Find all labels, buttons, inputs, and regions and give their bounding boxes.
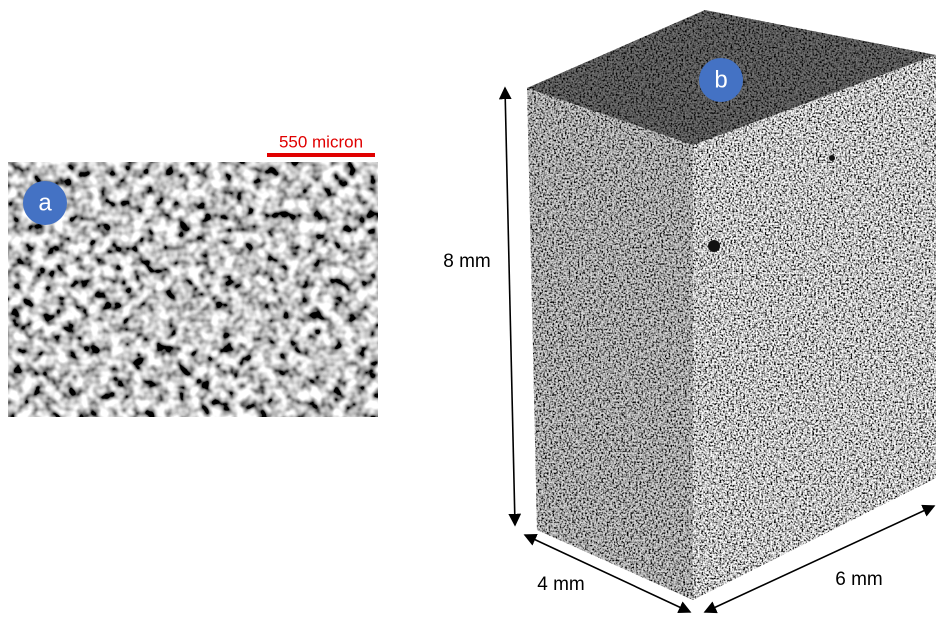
panel-b: b 8 mm 4 mm 6 mm [443,5,936,612]
scale-bar-label: 550 micron [279,132,363,151]
panel-a: 550 micron a [8,132,378,417]
panel-label: a [38,189,52,216]
height-arrow [505,88,515,525]
block-left-face [520,80,700,610]
figure: 550 micron a b 8 mm 4 mm 6 mm [0,0,936,621]
panel-label: b [714,66,727,93]
block-right-face [690,50,936,610]
width-label: 6 mm [835,569,883,590]
depth-label: 4 mm [537,574,585,595]
height-label: 8 mm [443,251,491,272]
